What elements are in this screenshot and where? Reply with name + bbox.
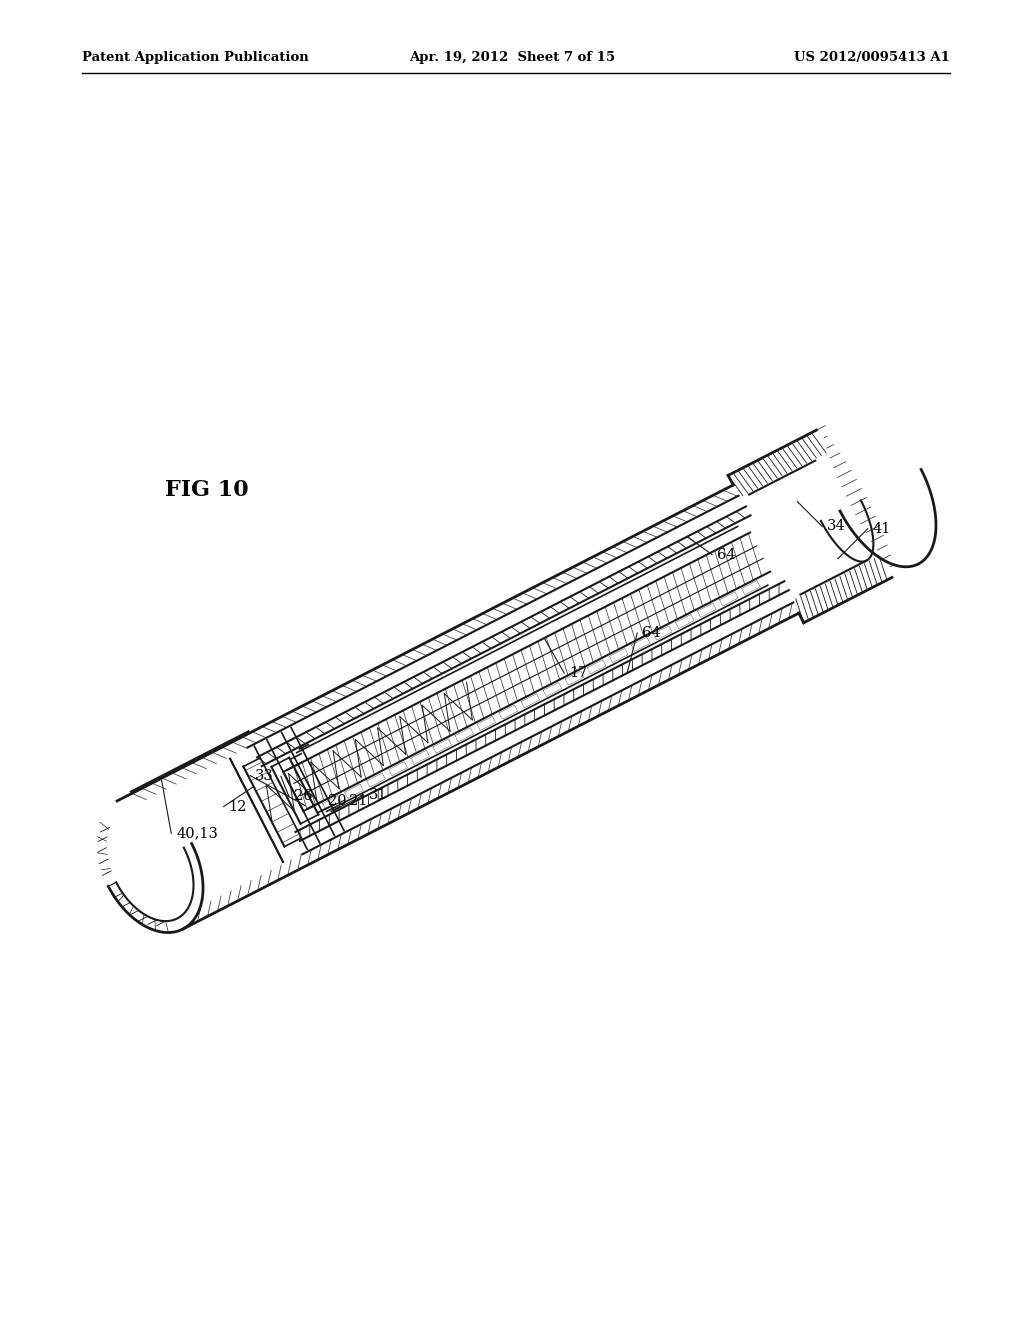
Text: Apr. 19, 2012  Sheet 7 of 15: Apr. 19, 2012 Sheet 7 of 15 [409, 51, 615, 65]
Text: Patent Application Publication: Patent Application Publication [82, 51, 309, 65]
Text: 33: 33 [255, 768, 274, 783]
Text: 31: 31 [369, 788, 387, 803]
Text: FIG 10: FIG 10 [165, 479, 249, 502]
Text: 21: 21 [349, 793, 367, 808]
Text: 40,13: 40,13 [176, 826, 218, 841]
Text: 20: 20 [328, 795, 347, 808]
Text: 64: 64 [642, 626, 660, 640]
Text: 41: 41 [872, 521, 891, 536]
Text: 34: 34 [827, 520, 846, 533]
Text: 26: 26 [294, 789, 312, 804]
Text: US 2012/0095413 A1: US 2012/0095413 A1 [795, 51, 950, 65]
Text: 12: 12 [228, 800, 247, 813]
Text: 64: 64 [717, 548, 736, 562]
Text: 17: 17 [569, 667, 588, 680]
